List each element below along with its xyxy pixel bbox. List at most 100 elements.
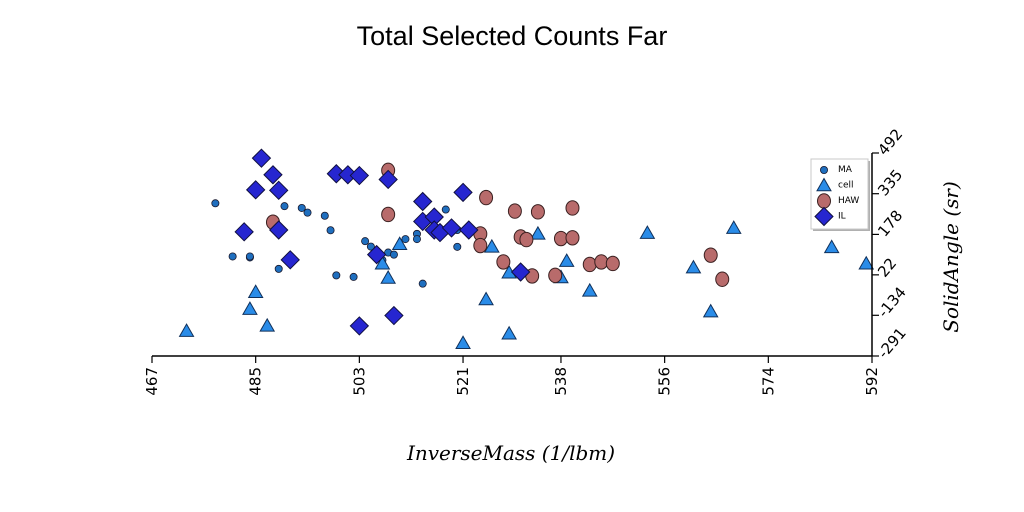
data-point-cell	[374, 255, 391, 270]
legend-label: MA	[838, 165, 853, 175]
data-point-ma	[280, 202, 289, 211]
data-point-haw	[594, 254, 609, 270]
data-point-cell	[380, 269, 397, 284]
data-point-haw	[507, 203, 522, 219]
legend-marker-il	[814, 206, 834, 227]
series-cell	[178, 220, 875, 350]
data-point-ma	[453, 242, 462, 251]
data-point-cell	[178, 323, 195, 337]
legend-entry: IL	[814, 206, 846, 227]
legend-marker-haw	[817, 193, 831, 209]
axes: 467 485 503 521 538 556 574 592 -291-134 22 178 335…	[143, 125, 910, 395]
data-point-haw	[381, 206, 396, 223]
data-point-ma	[412, 235, 421, 244]
data-point-cell	[823, 239, 840, 254]
y-tick-label: -134	[874, 283, 910, 321]
data-point-il	[459, 220, 479, 240]
data-point-cell	[455, 335, 471, 350]
data-point-cell	[702, 303, 719, 318]
data-point-ma	[349, 272, 358, 281]
data-point-haw	[496, 254, 511, 270]
x-tick-label: 538	[552, 367, 570, 396]
data-point-ma	[211, 199, 220, 208]
y-axis-label: SolidAngle (sr)	[939, 181, 963, 332]
legend-label: HAW	[838, 196, 859, 206]
x-tick-label: 485	[247, 367, 265, 396]
data-point-haw	[530, 204, 545, 220]
x-axis-label: InverseMass (1/lbm)	[406, 441, 615, 465]
data-point-il	[441, 218, 462, 238]
y-tick-label: -291	[874, 324, 910, 362]
series-il	[234, 148, 531, 336]
x-tick-label: 503	[350, 367, 368, 396]
x-tick-label: 467	[143, 367, 161, 396]
legend-entry: cell	[816, 177, 854, 192]
y-tick-label: 178	[874, 207, 906, 241]
y-tick-label: 335	[874, 166, 906, 200]
x-tick-label: 592	[863, 367, 881, 396]
data-point-haw	[565, 200, 580, 216]
data-point-haw	[565, 230, 580, 246]
data-point-ma	[389, 250, 398, 259]
data-point-il	[245, 180, 266, 200]
data-point-haw	[703, 247, 718, 263]
data-point-il	[384, 305, 404, 326]
legend: MA cell HAW IL	[810, 158, 870, 231]
data-point-haw	[582, 256, 597, 273]
y-tick-label: 22	[874, 254, 900, 280]
data-point-ma	[332, 271, 341, 280]
data-point-cell	[558, 253, 575, 267]
data-point-haw	[473, 237, 488, 254]
data-point-cell	[685, 259, 702, 274]
data-point-cell	[247, 284, 264, 298]
data-point-il	[349, 316, 370, 336]
x-tick-label: 574	[759, 367, 777, 396]
data-point-il	[280, 250, 300, 270]
data-point-haw	[715, 271, 730, 287]
data-point-cell	[581, 282, 598, 297]
data-point-il	[413, 191, 433, 212]
data-point-il	[366, 244, 387, 265]
legend-entry: MA	[820, 165, 853, 175]
y-tick-label: 492	[874, 125, 906, 159]
data-point-ma	[401, 235, 410, 244]
data-point-il	[251, 148, 272, 168]
x-tick-label: 521	[454, 367, 472, 396]
data-point-ma	[245, 252, 254, 261]
data-point-cell	[242, 301, 258, 315]
data-point-ma	[361, 237, 370, 246]
legend-marker-ma	[820, 165, 829, 174]
data-point-cell	[483, 238, 500, 253]
data-point-il	[378, 169, 398, 190]
data-point-ma	[326, 226, 335, 235]
data-point-cell	[501, 325, 517, 340]
data-point-ma	[441, 205, 450, 214]
legend-label: IL	[838, 212, 846, 222]
legend-marker-cell	[816, 177, 832, 192]
data-point-ma	[366, 242, 375, 251]
data-point-cell	[858, 255, 875, 270]
data-point-il	[263, 165, 283, 185]
data-point-cell	[530, 225, 546, 240]
data-point-haw	[553, 230, 568, 247]
data-point-cell	[391, 236, 408, 251]
x-tick-label: 556	[656, 367, 674, 396]
data-point-ma	[274, 264, 283, 273]
chart-title: Total Selected Counts Far	[357, 21, 668, 51]
data-point-cell	[639, 225, 656, 239]
data-point-haw	[605, 255, 620, 272]
data-point-il	[234, 222, 254, 242]
data-point-haw	[548, 267, 563, 284]
data-point-il	[269, 220, 289, 240]
data-point-il	[453, 182, 473, 203]
data-point-ma	[418, 279, 427, 288]
data-point-ma	[228, 252, 237, 261]
data-point-il	[510, 262, 531, 282]
data-points	[178, 148, 875, 350]
data-point-ma	[303, 208, 312, 217]
data-point-cell	[725, 220, 742, 234]
data-point-cell	[259, 317, 276, 332]
data-point-il	[349, 165, 370, 186]
data-point-il	[269, 180, 289, 201]
